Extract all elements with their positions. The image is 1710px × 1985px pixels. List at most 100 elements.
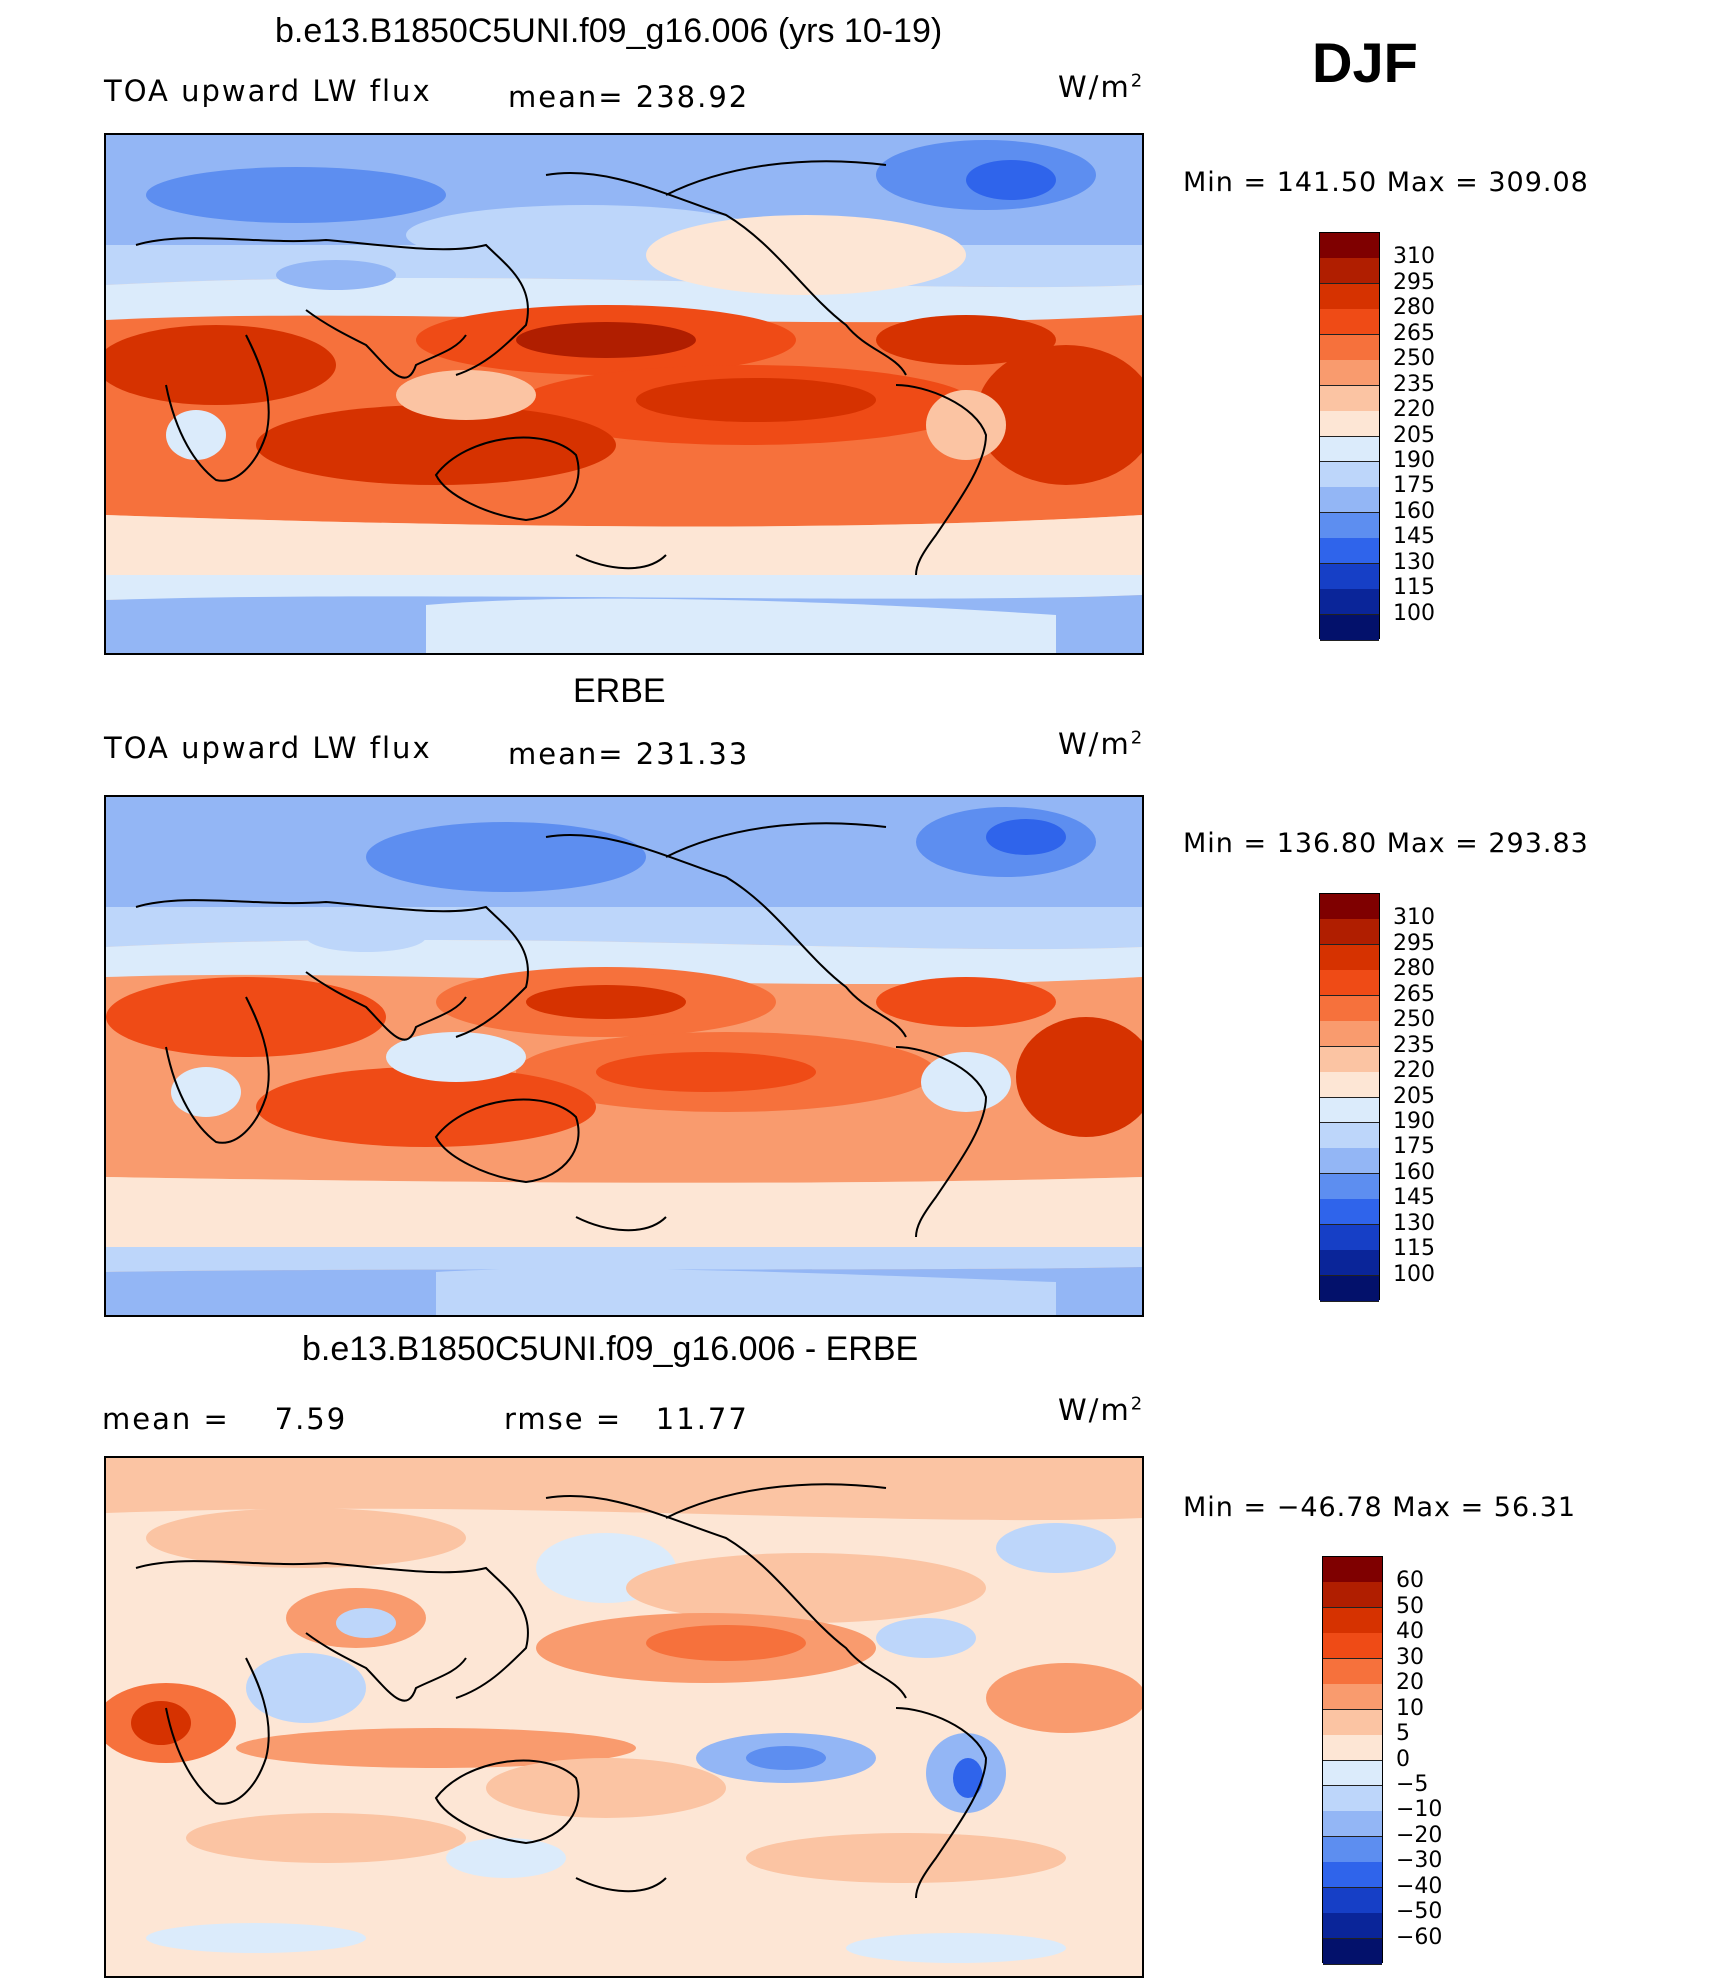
- colorbar-swatch: [1323, 1938, 1382, 1965]
- colorbar-swatch: [1320, 233, 1379, 259]
- colorbar-swatch: [1320, 512, 1379, 539]
- panel-2-minmax: Min = 136.80 Max = 293.83: [1183, 828, 1589, 859]
- colorbar-tick-label: 5: [1396, 1721, 1410, 1747]
- colorbar-swatch: [1320, 1122, 1379, 1149]
- colorbar-tick-label: 235: [1393, 371, 1435, 397]
- colorbar-swatch: [1323, 1582, 1382, 1609]
- colorbar-tick-label: 250: [1393, 1007, 1435, 1033]
- panel-3-title: b.e13.B1850C5UNI.f09_g16.006 - ERBE: [302, 1330, 919, 1368]
- colorbar-tick-label: 310: [1393, 244, 1435, 270]
- colorbar-tick-label: 145: [1393, 524, 1435, 550]
- panel-2-colorbar: [1319, 893, 1380, 1302]
- colorbar-swatch: [1323, 1709, 1382, 1736]
- colorbar-swatch: [1320, 461, 1379, 488]
- panel-3-minmax: Min = −46.78 Max = 56.31: [1183, 1492, 1577, 1523]
- colorbar-tick-label: 130: [1393, 549, 1435, 575]
- colorbar-swatch: [1320, 1148, 1379, 1175]
- colorbar-swatch: [1320, 1199, 1379, 1226]
- colorbar-swatch: [1320, 258, 1379, 285]
- colorbar-swatch: [1320, 1224, 1379, 1251]
- colorbar-swatch: [1320, 360, 1379, 387]
- colorbar-swatch: [1323, 1735, 1382, 1761]
- colorbar-swatch: [1323, 1760, 1382, 1787]
- colorbar-swatch: [1323, 1607, 1382, 1634]
- colorbar-swatch: [1320, 919, 1379, 946]
- colorbar-swatch: [1323, 1557, 1382, 1583]
- colorbar-tick-label: 145: [1393, 1185, 1435, 1211]
- panel-2-units: W/m2: [1058, 727, 1145, 761]
- colorbar-tick-label: 100: [1393, 600, 1435, 626]
- colorbar-swatch: [1320, 589, 1379, 616]
- colorbar-swatch: [1320, 487, 1379, 514]
- colorbar-tick-label: −30: [1396, 1848, 1443, 1874]
- colorbar-swatch: [1320, 385, 1379, 412]
- colorbar-tick-label: 0: [1396, 1746, 1410, 1772]
- colorbar-tick-label: 20: [1396, 1670, 1424, 1696]
- season-label: DJF: [1312, 31, 1418, 94]
- panel-3-map: [104, 1456, 1144, 1978]
- colorbar-tick-label: 100: [1393, 1261, 1435, 1287]
- panel-3-units: W/m2: [1058, 1393, 1145, 1427]
- colorbar-tick-label: 190: [1393, 1108, 1435, 1134]
- colorbar-tick-label: 40: [1396, 1619, 1424, 1645]
- colorbar-tick-label: −20: [1396, 1822, 1443, 1848]
- colorbar-tick-label: −50: [1396, 1899, 1443, 1925]
- panel-2-map: [104, 795, 1144, 1317]
- colorbar-swatch: [1323, 1913, 1382, 1940]
- colorbar-swatch: [1323, 1836, 1382, 1863]
- colorbar-swatch: [1323, 1785, 1382, 1812]
- colorbar-tick-label: 190: [1393, 447, 1435, 473]
- colorbar-swatch: [1320, 1097, 1379, 1124]
- colorbar-tick-label: 295: [1393, 930, 1435, 956]
- colorbar-tick-label: −10: [1396, 1797, 1443, 1823]
- colorbar-tick-label: 295: [1393, 269, 1435, 295]
- colorbar-tick-label: −40: [1396, 1873, 1443, 1899]
- colorbar-swatch: [1320, 334, 1379, 361]
- colorbar-tick-label: −60: [1396, 1924, 1443, 1950]
- colorbar-tick-label: −5: [1396, 1771, 1429, 1797]
- colorbar-swatch: [1320, 309, 1379, 336]
- panel-3-rmse: rmse = 11.77: [504, 1402, 749, 1436]
- colorbar-swatch: [1323, 1684, 1382, 1711]
- panel-1-title: b.e13.B1850C5UNI.f09_g16.006 (yrs 10-19): [275, 12, 943, 50]
- colorbar-swatch: [1323, 1887, 1382, 1914]
- panel-3-colorbar: [1322, 1556, 1383, 1965]
- colorbar-swatch: [1320, 1173, 1379, 1200]
- colorbar-tick-label: 280: [1393, 956, 1435, 982]
- panel-1-contour-field: [106, 135, 1142, 653]
- colorbar-swatch: [1320, 411, 1379, 437]
- colorbar-swatch: [1320, 944, 1379, 971]
- colorbar-swatch: [1320, 894, 1379, 920]
- colorbar-swatch: [1320, 538, 1379, 565]
- colorbar-swatch: [1320, 283, 1379, 310]
- colorbar-swatch: [1320, 1072, 1379, 1098]
- colorbar-tick-label: 235: [1393, 1032, 1435, 1058]
- colorbar-swatch: [1323, 1658, 1382, 1685]
- colorbar-tick-label: 50: [1396, 1593, 1424, 1619]
- colorbar-swatch: [1320, 614, 1379, 641]
- colorbar-tick-label: 10: [1396, 1695, 1424, 1721]
- colorbar-tick-label: 220: [1393, 397, 1435, 423]
- colorbar-swatch: [1323, 1862, 1382, 1889]
- colorbar-swatch: [1320, 995, 1379, 1022]
- colorbar-swatch: [1323, 1811, 1382, 1838]
- panel-2-contour-field: [106, 797, 1142, 1315]
- panel-2-variable-label: TOA upward LW flux: [104, 731, 432, 765]
- panel-2-mean: mean= 231.33: [508, 737, 750, 771]
- colorbar-tick-label: 175: [1393, 473, 1435, 499]
- colorbar-tick-label: 205: [1393, 1083, 1435, 1109]
- panel-2-title: ERBE: [573, 672, 666, 710]
- panel-1-units: W/m2: [1058, 70, 1145, 104]
- colorbar-tick-label: 175: [1393, 1134, 1435, 1160]
- colorbar-tick-label: 30: [1396, 1644, 1424, 1670]
- panel-3-contour-field: [106, 1458, 1142, 1976]
- colorbar-swatch: [1320, 1250, 1379, 1277]
- colorbar-tick-label: 115: [1393, 575, 1435, 601]
- panel-1-minmax: Min = 141.50 Max = 309.08: [1183, 167, 1589, 198]
- colorbar-tick-label: 220: [1393, 1058, 1435, 1084]
- colorbar-tick-label: 250: [1393, 346, 1435, 372]
- colorbar-tick-label: 115: [1393, 1236, 1435, 1262]
- panel-3-mean: mean = 7.59: [102, 1402, 348, 1436]
- colorbar-tick-label: 130: [1393, 1210, 1435, 1236]
- panel-1-mean: mean= 238.92: [508, 80, 750, 114]
